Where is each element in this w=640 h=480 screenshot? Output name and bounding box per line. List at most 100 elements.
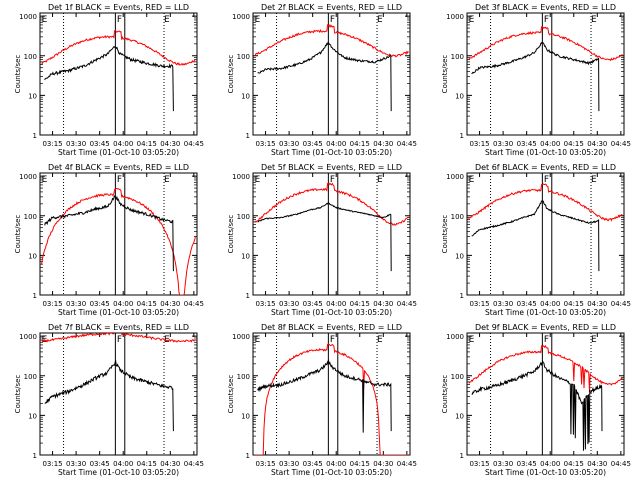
x-tick-label: 03:45	[517, 140, 537, 148]
x-axis-label: Start Time (01-Oct-10 03:05:20)	[485, 308, 606, 317]
y-tick-label: 100	[24, 53, 37, 61]
x-tick-label: 03:15	[469, 300, 489, 308]
panel-title: Det 5f BLACK = Events, RED = LLD	[261, 163, 402, 172]
x-tick-label: 04:15	[137, 300, 157, 308]
x-tick-label: 04:00	[326, 140, 346, 148]
panel-det-7: Det 7f BLACK = Events, RED = LLD 1 10 100 10…	[14, 323, 204, 477]
panel-det-5: Det 5f BLACK = Events, RED = LLD 1 10 100 10…	[227, 163, 417, 317]
flag-letter: E	[377, 175, 383, 185]
y-tick-label: 10	[241, 412, 250, 420]
x-tick-label: 03:45	[90, 300, 110, 308]
y-axis-label: Counts/sec	[227, 55, 235, 94]
x-tick-label: 04:00	[113, 140, 133, 148]
x-tick-label: 04:30	[160, 140, 180, 148]
lld-series-line	[468, 183, 623, 222]
flag-letter: F	[330, 335, 335, 345]
lld-series-line	[468, 26, 623, 62]
plot-frame	[466, 12, 625, 136]
x-tick-label: 04:45	[184, 140, 204, 148]
lld-series-line	[254, 23, 409, 58]
y-axis-label: Counts/sec	[14, 215, 22, 254]
x-tick-label: 03:30	[493, 300, 513, 308]
x-tick-label: 04:30	[373, 460, 393, 468]
y-tick-label: 1	[246, 452, 250, 460]
x-tick-label: 04:00	[113, 300, 133, 308]
panel-title: Det 9f BLACK = Events, RED = LLD	[475, 323, 616, 332]
y-axis-label: Counts/sec	[14, 55, 22, 94]
x-tick-label: 03:15	[255, 140, 275, 148]
events-series-line	[471, 359, 603, 451]
flag-letter: E	[591, 15, 597, 25]
x-tick-label: 04:30	[160, 300, 180, 308]
flag-letter: E	[164, 15, 170, 25]
flag-letter: E	[377, 15, 383, 25]
x-tick-label: 04:00	[326, 300, 346, 308]
panel-title: Det 7f BLACK = Events, RED = LLD	[48, 323, 189, 332]
y-tick-label: 100	[24, 373, 37, 381]
y-tick-label: 100	[237, 213, 250, 221]
events-series-line	[257, 41, 392, 112]
plot-frame	[39, 172, 198, 296]
y-tick-label: 100	[451, 373, 464, 381]
x-tick-label: 03:45	[517, 460, 537, 468]
x-tick-label: 03:30	[279, 460, 299, 468]
x-tick-label: 03:30	[279, 300, 299, 308]
y-tick-label: 1000	[19, 173, 37, 181]
lld-series-line	[254, 343, 409, 455]
y-tick-label: 1000	[446, 333, 464, 341]
y-axis-label: Counts/sec	[441, 55, 449, 94]
y-axis-label: Counts/sec	[227, 375, 235, 414]
panel-det-2: Det 2f BLACK = Events, RED = LLD 1 10 100 10…	[227, 3, 417, 157]
x-tick-label: 04:30	[587, 300, 607, 308]
x-tick-label: 04:15	[350, 460, 370, 468]
flag-letter: F	[330, 15, 335, 25]
events-series-line	[257, 359, 392, 433]
y-tick-label: 10	[28, 412, 37, 420]
x-tick-label: 03:30	[493, 460, 513, 468]
flag-letter: F	[117, 335, 122, 345]
flag-letter: F	[544, 335, 549, 345]
events-series-line	[471, 41, 600, 112]
flag-letter: E	[591, 175, 597, 185]
x-tick-label: 03:15	[42, 300, 62, 308]
y-tick-label: 10	[241, 92, 250, 100]
x-tick-label: 03:15	[42, 460, 62, 468]
x-tick-label: 04:00	[113, 460, 133, 468]
lld-series-line	[468, 344, 623, 393]
x-tick-label: 03:15	[469, 140, 489, 148]
y-tick-label: 10	[241, 252, 250, 260]
events-series-line	[44, 194, 174, 272]
y-axis-label: Counts/sec	[441, 215, 449, 254]
plot-frame	[39, 332, 198, 456]
lld-series-line	[41, 187, 196, 295]
x-tick-label: 04:45	[611, 460, 631, 468]
flag-letter: F	[117, 175, 122, 185]
x-tick-label: 04:30	[587, 460, 607, 468]
x-axis-label: Start Time (01-Oct-10 03:05:20)	[58, 308, 179, 317]
x-tick-label: 04:45	[184, 460, 204, 468]
events-series-line	[44, 359, 174, 432]
y-tick-label: 1000	[232, 13, 250, 21]
flag-letter: F	[544, 175, 549, 185]
panel-det-3: Det 3f BLACK = Events, RED = LLD 1 10 100 10…	[441, 3, 631, 157]
flag-letter: E	[164, 175, 170, 185]
x-tick-label: 04:30	[373, 300, 393, 308]
x-tick-label: 03:30	[493, 140, 513, 148]
y-tick-label: 100	[237, 53, 250, 61]
y-tick-label: 10	[28, 92, 37, 100]
y-tick-label: 1000	[19, 13, 37, 21]
x-tick-label: 04:15	[564, 140, 584, 148]
x-tick-label: 03:45	[90, 460, 110, 468]
flag-letter: E	[469, 15, 475, 25]
x-tick-label: 03:45	[517, 300, 537, 308]
y-tick-label: 1	[246, 132, 250, 140]
x-tick-label: 03:15	[255, 460, 275, 468]
x-tick-label: 03:15	[42, 140, 62, 148]
x-tick-label: 04:15	[564, 300, 584, 308]
panel-title: Det 6f BLACK = Events, RED = LLD	[475, 163, 616, 172]
x-tick-label: 04:15	[137, 140, 157, 148]
x-tick-label: 03:45	[303, 300, 323, 308]
y-axis-label: Counts/sec	[441, 375, 449, 414]
plot-frame	[252, 332, 411, 456]
x-axis-label: Start Time (01-Oct-10 03:05:20)	[58, 148, 179, 157]
